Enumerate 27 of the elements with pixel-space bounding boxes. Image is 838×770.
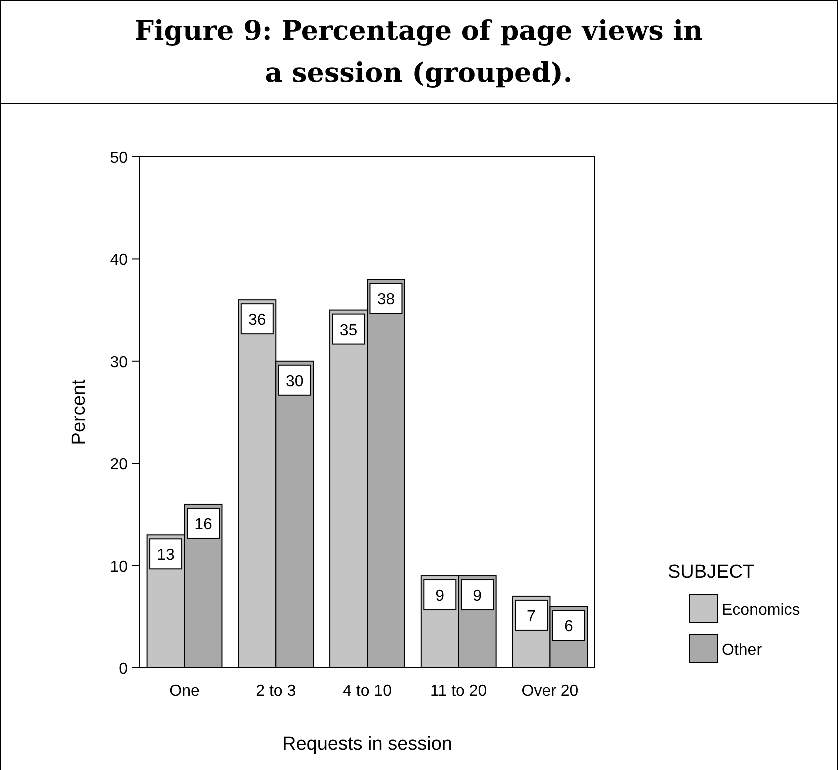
x-tick-label: 2 to 3 xyxy=(256,683,296,700)
y-tick-label: 0 xyxy=(119,661,128,678)
x-tick-label: Over 20 xyxy=(522,683,579,700)
data-label: 36 xyxy=(248,312,266,330)
data-label: 16 xyxy=(194,516,212,534)
y-tick-label: 40 xyxy=(110,252,128,270)
legend-title: SUBJECT xyxy=(668,562,755,583)
chart-title: Figure 9: Percentage of page views in a session (grouped). xyxy=(134,16,704,89)
data-label: 7 xyxy=(527,608,536,626)
y-tick-label: 20 xyxy=(110,456,128,474)
data-label: 13 xyxy=(157,547,176,564)
legend-label: Economics xyxy=(722,602,800,619)
x-tick-label: One xyxy=(170,683,200,700)
y-tick-label: 10 xyxy=(110,558,128,576)
x-tick-label: 11 to 20 xyxy=(430,683,488,700)
x-tick-label: 4 to 10 xyxy=(343,683,392,700)
data-label: 35 xyxy=(340,322,358,340)
legend-label: Other xyxy=(722,642,763,659)
data-label: 6 xyxy=(564,618,574,636)
y-tick-label: 30 xyxy=(110,354,128,372)
x-axis-title: Requests in session xyxy=(282,734,453,755)
y-axis-title: Percent xyxy=(69,379,90,446)
data-label: 30 xyxy=(286,373,304,390)
y-tick-label: 50 xyxy=(110,150,128,167)
data-label: 38 xyxy=(377,292,396,309)
data-label: 9 xyxy=(436,588,445,606)
data-label: 9 xyxy=(473,588,482,606)
